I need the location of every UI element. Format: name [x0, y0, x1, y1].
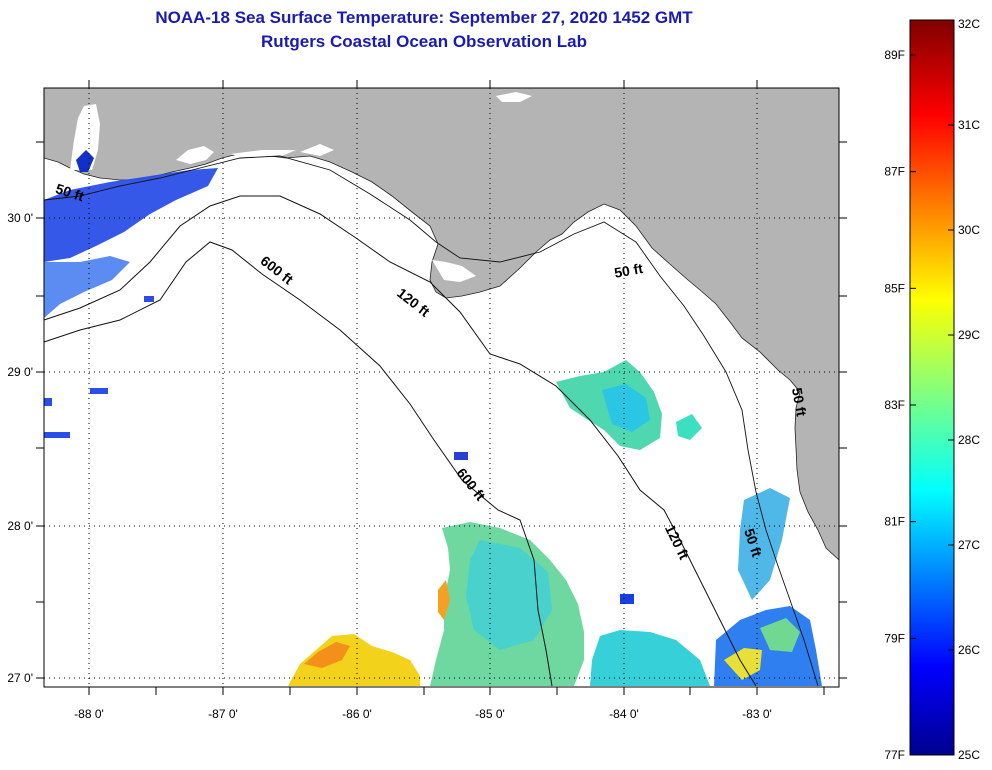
- map-subtitle: Rutgers Coastal Ocean Observation Lab: [261, 32, 587, 51]
- sst-patch-coastal-green: [760, 618, 800, 652]
- sst-speck-2: [44, 432, 70, 438]
- axis-ticks: [36, 80, 847, 695]
- lon-label-84: -84 0': [609, 707, 639, 721]
- sst-patch-south-yellow: [288, 634, 420, 686]
- lat-label-29: 29 0': [7, 365, 33, 379]
- contour-label-7: 50 ft: [789, 386, 810, 417]
- lat-label-28: 28 0': [7, 519, 33, 533]
- contour-120ft: [43, 195, 757, 687]
- lon-label-88: -88 0': [74, 707, 104, 721]
- map-title: NOAA-18 Sea Surface Temperature: Septemb…: [155, 8, 693, 27]
- sst-patch-west-lower: [44, 256, 130, 318]
- sst-patch-orange-edge: [438, 580, 450, 620]
- sst-patch-bigbend-cyan: [602, 384, 650, 432]
- lon-label-83: -83 0': [742, 707, 772, 721]
- sst-patch-central-cyan: [466, 540, 552, 650]
- contour-600ft: [43, 241, 553, 687]
- sst-speck-4: [144, 296, 154, 302]
- mobile-bay: [70, 104, 100, 170]
- contour-lines: [43, 155, 819, 687]
- pensacola-bay: [176, 146, 214, 164]
- contour-50ft: [43, 155, 819, 687]
- sst-patch-west: [44, 168, 218, 262]
- lat-label-30: 30 0': [7, 211, 33, 225]
- sst-speck-5: [454, 452, 468, 460]
- lon-label-86: -86 0': [342, 707, 372, 721]
- sst-patch-south-orange: [304, 642, 350, 668]
- lon-label-87: -87 0': [208, 707, 238, 721]
- st-andrews-bay: [300, 144, 334, 156]
- land-mass: [43, 87, 840, 561]
- sst-speck-1: [90, 388, 108, 394]
- inland-lake: [496, 92, 532, 102]
- sst-patch-east-small: [676, 414, 702, 440]
- map-border: [43, 87, 840, 688]
- lon-label-85: -85 0': [475, 707, 505, 721]
- apalachicola-bay: [432, 260, 476, 282]
- sst-patch-southeast: [590, 630, 710, 686]
- contour-label-3: 50 ft: [613, 260, 644, 281]
- sst-speck-3: [44, 398, 52, 406]
- tampa-bay: [796, 520, 824, 572]
- sst-patch-mobile-bay: [76, 150, 94, 172]
- lat-label-27: 27 0': [7, 671, 33, 685]
- sst-speck-6: [620, 594, 634, 604]
- sst-patch-tampa-strip: [738, 488, 790, 600]
